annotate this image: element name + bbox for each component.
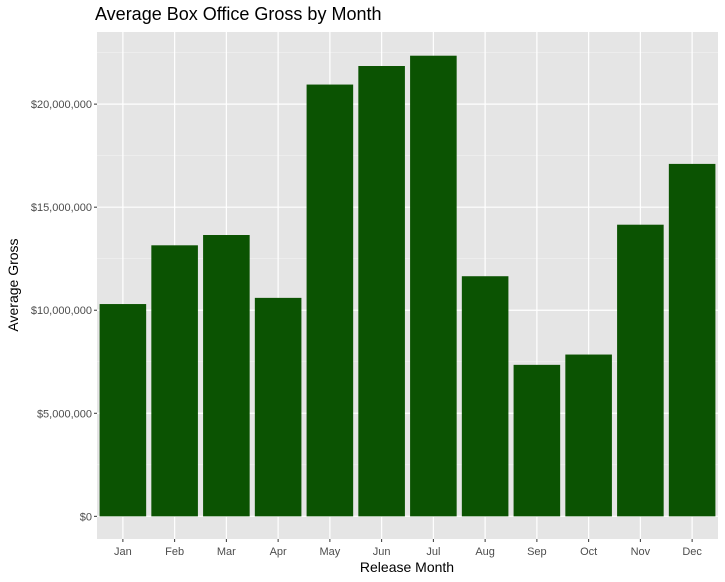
y-axis-title: Average Gross bbox=[5, 238, 21, 331]
bar-feb bbox=[151, 245, 198, 517]
x-tick-label: Jun bbox=[373, 546, 391, 558]
plot-panel bbox=[97, 32, 718, 539]
x-tick-label: May bbox=[319, 546, 340, 558]
x-tick-label: Jul bbox=[426, 546, 440, 558]
y-axis: $0 $5,000,000 $10,000,000 $15,000,000 $20,00… bbox=[31, 99, 97, 523]
bar-jan bbox=[99, 304, 147, 517]
x-tick-label: Jan bbox=[114, 546, 132, 558]
bars bbox=[99, 55, 716, 517]
x-tick-label: Feb bbox=[165, 546, 184, 558]
y-tick-label: $20,000,000 bbox=[31, 99, 92, 111]
x-tick-label: Aug bbox=[475, 546, 495, 558]
x-tick-label: Mar bbox=[217, 546, 236, 558]
x-tick-label: Oct bbox=[580, 546, 597, 558]
x-tick-label: Apr bbox=[270, 546, 287, 558]
minor-gridlines bbox=[97, 52, 718, 466]
bar-jul bbox=[410, 55, 457, 517]
bar-may bbox=[306, 84, 354, 517]
bar-aug bbox=[461, 276, 509, 517]
y-tick-label: $10,000,000 bbox=[31, 305, 92, 317]
bar-jun bbox=[358, 66, 405, 517]
y-tick-label: $5,000,000 bbox=[37, 408, 92, 420]
x-tick-label: Dec bbox=[682, 546, 702, 558]
y-tick-label: $15,000,000 bbox=[31, 202, 92, 214]
bar-sep bbox=[513, 364, 561, 517]
bar-nov bbox=[617, 224, 664, 517]
bar-apr bbox=[254, 297, 302, 517]
bar-oct bbox=[565, 354, 612, 517]
x-tick-label: Nov bbox=[631, 546, 651, 558]
x-axis-title: Release Month bbox=[360, 559, 454, 575]
x-tick-label: Sep bbox=[527, 546, 547, 558]
bar-mar bbox=[203, 235, 250, 517]
y-tick-label: $0 bbox=[80, 511, 92, 523]
bar-dec bbox=[668, 163, 716, 517]
chart-title: Average Box Office Gross by Month bbox=[95, 4, 381, 24]
x-axis: Jan Feb Mar Apr May Jun Jul Aug Sep Oct Nov Dec bbox=[114, 539, 702, 558]
